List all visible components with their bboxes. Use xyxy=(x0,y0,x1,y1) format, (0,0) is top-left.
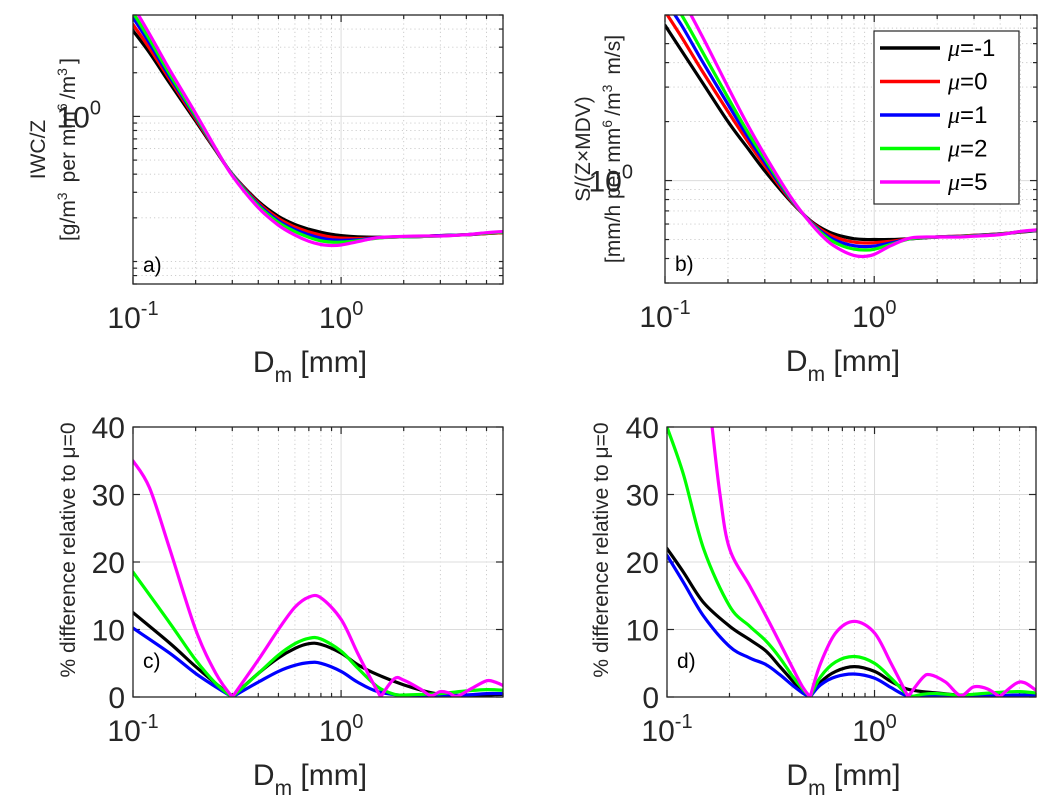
y-tick-label: 0 xyxy=(642,682,659,715)
y-tick-label: 40 xyxy=(92,412,125,445)
legend-entry-label: μ=5 xyxy=(947,169,987,196)
panel-label: c) xyxy=(143,650,161,673)
series-group xyxy=(665,15,1037,259)
panel-label: b) xyxy=(675,253,694,276)
panel-c: 10-1 100 0 10 20 30 40 Dm [mm] % difference rela… xyxy=(57,412,504,800)
series-line-mu1 xyxy=(133,626,503,697)
x-axis-label: Dm [mm] xyxy=(253,346,367,387)
panel-a: 10-1 100 100 Dm [mm] IWC/Z[g/m3 per mm6 /m3 … xyxy=(27,14,504,387)
legend-box xyxy=(873,30,1020,205)
x-tick-label: 10-1 xyxy=(639,297,690,334)
legend-entry-label: μ=-1 xyxy=(947,35,995,62)
x-tick-label: 10-1 xyxy=(107,298,158,335)
series-line-mu-1 xyxy=(133,29,503,239)
legend-entry-label: μ=2 xyxy=(947,136,987,163)
series-line-mu2 xyxy=(133,570,503,697)
y-tick-label: 40 xyxy=(626,412,659,445)
y-axis-label: % difference relative to μ=0 xyxy=(590,422,613,677)
panel-label: d) xyxy=(677,650,696,673)
y-axis-label: % difference relative to μ=0 xyxy=(57,422,80,677)
y-tick-label: 10 xyxy=(92,615,125,648)
x-tick-label: 100 xyxy=(852,711,897,748)
x-tick-label: 100 xyxy=(852,297,897,334)
panel-d: 10-1 100 0 10 20 30 40 Dm [mm] % difference rela… xyxy=(590,412,1037,800)
y-axis-label-line2: [g/m3 per mm6 /m3 ] xyxy=(54,58,80,241)
series-line-mu5 xyxy=(689,15,1037,259)
panel-label: a) xyxy=(143,254,162,277)
y-tick-label: 100 xyxy=(57,97,102,134)
series-line-mu0 xyxy=(133,22,503,241)
y-tick-label: 20 xyxy=(626,547,659,580)
y-axis-label-line2: [mm/h per mm6 /m3 m/s] xyxy=(599,35,625,263)
series-group xyxy=(133,459,503,697)
series-line-mu1 xyxy=(667,553,1036,697)
x-tick-label: 100 xyxy=(319,298,364,335)
x-tick-label: 10-1 xyxy=(641,711,692,748)
legend: μ=-1 μ=0 μ=1 μ=2 μ=5 xyxy=(873,30,1020,205)
legend-entry-label: μ=1 xyxy=(947,102,987,129)
axes-box xyxy=(666,426,1037,698)
y-tick-label: 30 xyxy=(92,480,125,513)
axes-box xyxy=(132,14,504,285)
axes-box xyxy=(664,14,1038,284)
x-axis-label: Dm [mm] xyxy=(786,759,900,800)
x-axis-label: Dm [mm] xyxy=(786,345,900,386)
y-tick-label: 30 xyxy=(626,480,659,513)
grid xyxy=(132,427,504,697)
y-tick-label: 100 xyxy=(589,162,634,199)
x-axis-label: Dm [mm] xyxy=(253,759,367,800)
series-line-mu1 xyxy=(133,16,503,242)
series-line-mu5 xyxy=(710,427,1036,697)
y-axis-label-line1: S/(Z×MDV) xyxy=(572,96,595,202)
axes-box xyxy=(132,426,504,698)
series-group xyxy=(133,15,503,248)
grid xyxy=(666,427,1037,697)
x-tick-label: 100 xyxy=(319,711,364,748)
y-tick-label: 20 xyxy=(92,547,125,580)
legend-entry-label: μ=0 xyxy=(947,69,987,96)
x-tick-label: 10-1 xyxy=(107,711,158,748)
y-tick-label: 10 xyxy=(626,615,659,648)
series-line-mu5 xyxy=(136,15,503,248)
series-line-mu-1 xyxy=(133,611,503,697)
y-tick-label: 0 xyxy=(108,682,125,715)
panel-b: 10-1 100 100 Dm [mm] S/(Z×MDV) [mm/h per mm6 … xyxy=(572,14,1038,386)
y-axis-label-line1: IWC/Z xyxy=(27,120,50,180)
